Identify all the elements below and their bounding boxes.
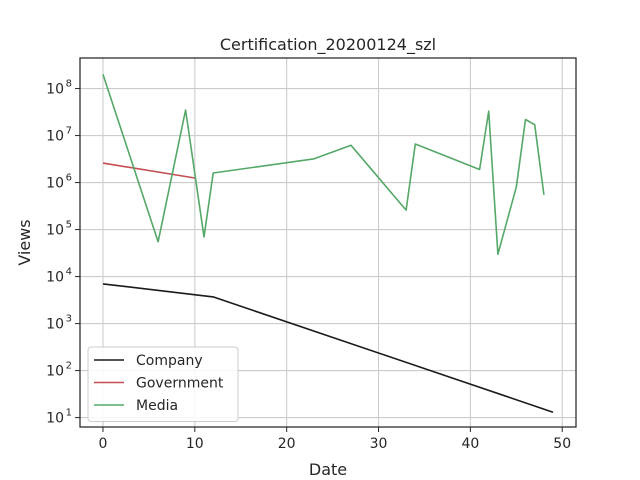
y-tick-label: 10 bbox=[46, 364, 64, 380]
y-tick-exponent: 6 bbox=[66, 173, 72, 184]
series-layer bbox=[102, 74, 554, 413]
y-tick-exponent: 2 bbox=[66, 361, 72, 372]
plot-frame bbox=[79, 57, 577, 428]
x-tick-label: 20 bbox=[278, 436, 296, 452]
legend-box bbox=[87, 346, 239, 422]
y-tick-label: 10 bbox=[46, 223, 64, 239]
y-tick-label: 10 bbox=[46, 411, 64, 427]
legend-label-government: Government bbox=[136, 376, 224, 392]
x-axis-label: Date bbox=[309, 460, 347, 479]
y-tick-exponent: 4 bbox=[66, 267, 72, 278]
x-axis-ticks: 0 10 20 30 40 50 bbox=[99, 427, 571, 452]
chart-title: Certification_20200124_szl bbox=[220, 35, 436, 55]
y-tick-exponent: 1 bbox=[66, 408, 72, 419]
y-tick-label: 10 bbox=[46, 129, 64, 145]
y-tick-exponent: 5 bbox=[66, 220, 72, 231]
x-tick-label: 0 bbox=[99, 436, 108, 452]
y-axis-label: Views bbox=[15, 219, 34, 265]
y-tick-label: 10 bbox=[46, 82, 64, 98]
x-tick-label: 50 bbox=[553, 436, 571, 452]
y-tick-exponent: 8 bbox=[66, 79, 72, 90]
x-tick-label: 30 bbox=[370, 436, 388, 452]
legend-label-media: Media bbox=[136, 398, 178, 414]
series-line-media bbox=[102, 74, 545, 255]
x-tick-label: 40 bbox=[461, 436, 479, 452]
legend-label-company: Company bbox=[136, 353, 203, 369]
y-tick-exponent: 7 bbox=[66, 126, 72, 137]
y-tick-exponent: 3 bbox=[66, 314, 72, 325]
y-tick-label: 10 bbox=[46, 176, 64, 192]
y-tick-label: 10 bbox=[46, 270, 64, 286]
y-tick-label: 10 bbox=[46, 317, 64, 333]
x-tick-label: 10 bbox=[186, 436, 204, 452]
series-line-company bbox=[102, 283, 554, 413]
legend: Company Government Media bbox=[87, 346, 239, 422]
series-line-government bbox=[102, 162, 195, 179]
